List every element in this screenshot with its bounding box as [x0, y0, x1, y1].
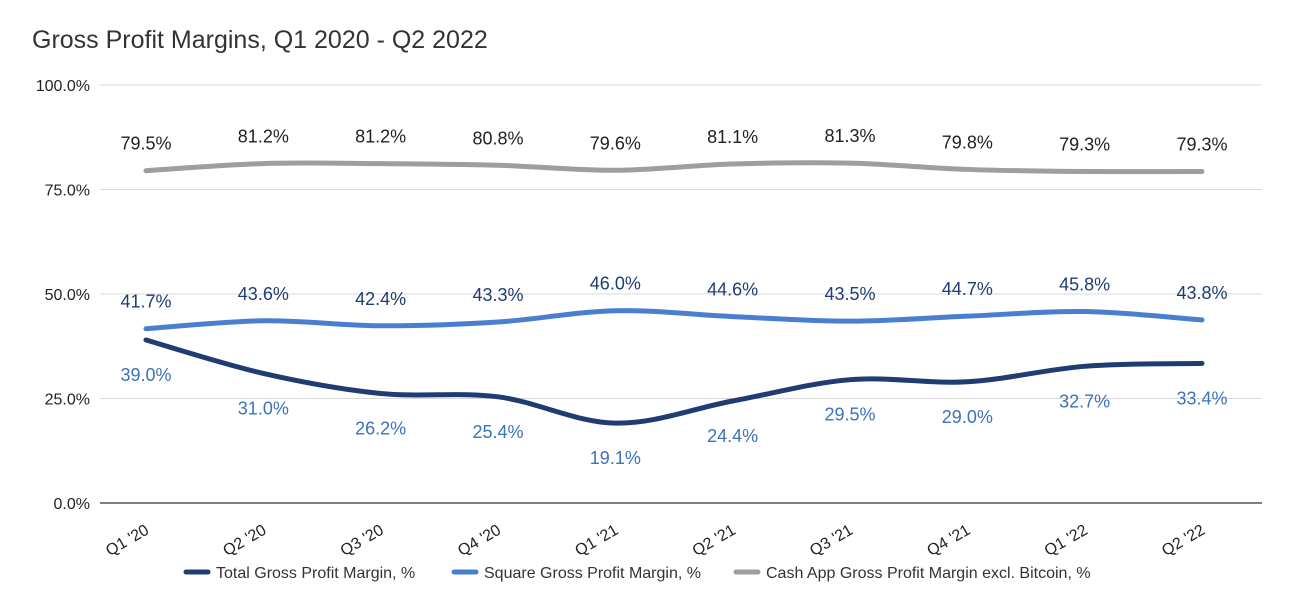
square-gross-profit-point: [1082, 309, 1088, 315]
total-gross-profit-point: [378, 390, 384, 396]
total-gross-profit-point: [730, 398, 736, 404]
cash-app-gross-profit-data-label: 79.3%: [1059, 135, 1110, 155]
total-gross-profit-data-label: 24.4%: [707, 426, 758, 446]
total-gross-profit-data-label: 29.0%: [942, 407, 993, 427]
total-gross-profit-point: [612, 420, 618, 426]
cash-app-gross-profit-data-label: 81.2%: [355, 127, 406, 147]
square-gross-profit-data-label: 46.0%: [590, 274, 641, 294]
square-gross-profit-data-label: 44.6%: [707, 280, 758, 300]
x-tick-label: Q4 '21: [924, 522, 973, 560]
cash-app-gross-profit-data-label: 81.2%: [238, 127, 289, 147]
square-gross-profit-point: [378, 323, 384, 329]
y-tick-label: 0.0%: [54, 496, 90, 513]
total-gross-profit-data-label: 39.0%: [120, 365, 171, 385]
x-tick-label: Q1 '21: [572, 522, 621, 560]
square-gross-profit-point: [260, 318, 266, 324]
cash-app-gross-profit-point: [495, 162, 501, 168]
total-gross-profit-point: [1199, 360, 1205, 366]
legend-label: Square Gross Profit Margin, %: [484, 565, 701, 582]
cash-app-gross-profit-point: [612, 167, 618, 173]
square-gross-profit-point: [964, 313, 970, 319]
total-gross-profit-point: [847, 377, 853, 383]
x-tick-label: Q2 '22: [1159, 522, 1208, 560]
total-gross-profit-data-label: 33.4%: [1176, 388, 1227, 408]
square-gross-profit-data-label: 42.4%: [355, 289, 406, 309]
x-tick-label: Q1 '20: [103, 522, 152, 560]
cash-app-gross-profit-point: [1082, 169, 1088, 175]
y-tick-label: 50.0%: [45, 287, 90, 304]
cash-app-gross-profit-data-label: 81.1%: [707, 127, 758, 147]
legend-item-square-gross-profit: Square Gross Profit Margin, %: [451, 565, 701, 582]
square-gross-profit-data-label: 43.5%: [824, 284, 875, 304]
y-tick-label: 25.0%: [45, 392, 90, 409]
x-tick-label: Q2 '20: [220, 522, 269, 560]
total-gross-profit-point: [964, 379, 970, 385]
total-gross-profit-data-label: 19.1%: [590, 448, 641, 468]
square-gross-profit-point: [1199, 317, 1205, 323]
square-gross-profit-data-label: 41.7%: [120, 292, 171, 312]
cash-app-gross-profit-point: [260, 161, 266, 167]
cash-app-gross-profit-data-label: 79.6%: [590, 133, 641, 153]
legend-label: Cash App Gross Profit Margin excl. Bitco…: [766, 565, 1091, 582]
total-gross-profit-data-label: 26.2%: [355, 418, 406, 438]
legend-item-cash-app-gross-profit: Cash App Gross Profit Margin excl. Bitco…: [733, 565, 1091, 582]
square-gross-profit-data-label: 43.3%: [472, 285, 523, 305]
x-tick-label: Q2 '21: [690, 522, 739, 560]
total-gross-profit-data-label: 32.7%: [1059, 391, 1110, 411]
cash-app-gross-profit-data-label: 79.5%: [120, 134, 171, 154]
square-gross-profit-line: [143, 308, 1205, 332]
total-gross-profit-point: [143, 337, 149, 343]
cash-app-gross-profit-point: [964, 166, 970, 172]
square-gross-profit-data-label: 45.8%: [1059, 275, 1110, 295]
cash-app-gross-profit-point: [730, 161, 736, 167]
chart-title: Gross Profit Margins, Q1 2020 - Q2 2022: [32, 26, 488, 54]
total-gross-profit-point: [495, 394, 501, 400]
x-tick-label: Q1 '22: [1042, 522, 1091, 560]
total-gross-profit-data-label: 25.4%: [472, 422, 523, 442]
y-tick-label: 100.0%: [36, 78, 90, 95]
square-gross-profit-point: [143, 326, 149, 332]
x-tick-label: Q3 '21: [807, 522, 856, 560]
total-gross-profit-data-label: 31.0%: [238, 398, 289, 418]
cash-app-gross-profit-point: [1199, 169, 1205, 175]
cash-app-gross-profit-data-label: 79.8%: [942, 132, 993, 152]
cash-app-gross-profit-point: [847, 160, 853, 166]
total-gross-profit-point: [260, 370, 266, 376]
cash-app-gross-profit-data-label: 79.3%: [1176, 135, 1227, 155]
square-gross-profit-data-label: 44.7%: [942, 279, 993, 299]
cash-app-gross-profit-data-label: 81.3%: [824, 126, 875, 146]
x-tick-label: Q3 '20: [338, 522, 387, 560]
legend-item-total-gross-profit: Total Gross Profit Margin, %: [183, 565, 415, 582]
x-tick-label: Q4 '20: [455, 522, 504, 560]
square-gross-profit-point: [612, 308, 618, 314]
square-gross-profit-point: [495, 319, 501, 325]
y-tick-label: 75.0%: [45, 183, 90, 200]
square-gross-profit-point: [730, 314, 736, 320]
cash-app-gross-profit-point: [378, 161, 384, 167]
cash-app-gross-profit-line: [143, 160, 1205, 175]
legend-label: Total Gross Profit Margin, %: [216, 565, 415, 582]
cash-app-gross-profit-point: [143, 168, 149, 174]
square-gross-profit-point: [847, 318, 853, 324]
square-gross-profit-data-label: 43.8%: [1176, 283, 1227, 303]
cash-app-gross-profit-data-label: 80.8%: [472, 128, 523, 148]
square-gross-profit-data-label: 43.6%: [238, 284, 289, 304]
total-gross-profit-line: [143, 337, 1205, 426]
total-gross-profit-data-label: 29.5%: [824, 405, 875, 425]
total-gross-profit-point: [1082, 363, 1088, 369]
